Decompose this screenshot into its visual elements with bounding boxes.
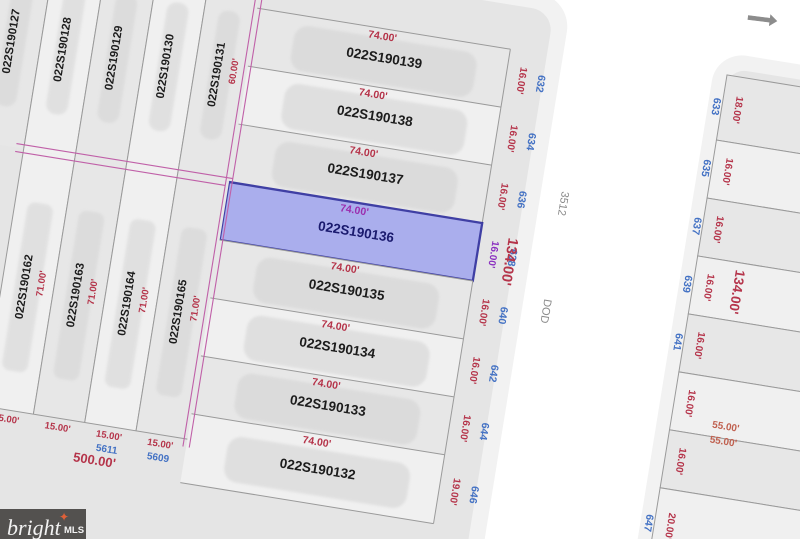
svg-text:bright: bright bbox=[7, 515, 62, 539]
svg-text:✦: ✦ bbox=[59, 510, 69, 524]
svg-text:MLS: MLS bbox=[64, 525, 84, 536]
